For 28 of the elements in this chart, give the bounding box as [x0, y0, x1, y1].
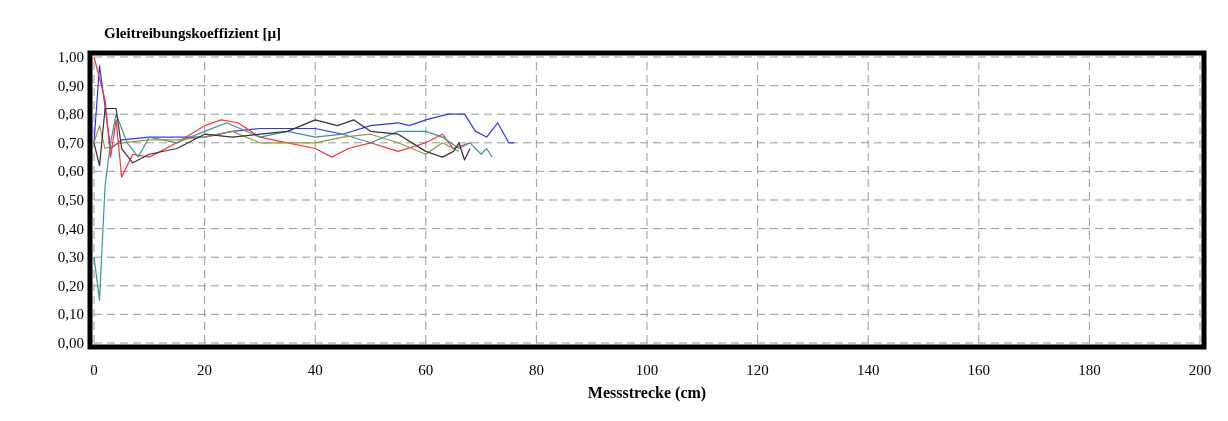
y-tick-label: 0,40	[57, 220, 84, 237]
y-tick-label: 1,00	[57, 49, 84, 65]
chart-title: Gleitreibungskoeffizient [µ]	[104, 25, 282, 41]
x-tick-label: 80	[528, 362, 544, 378]
x-tick-label: 200	[1188, 362, 1212, 378]
x-tick-label: 20	[197, 362, 213, 378]
y-tick-label: 0,20	[57, 277, 84, 294]
x-tick-label: 40	[307, 362, 323, 378]
line-series	[93, 125, 460, 155]
x-tick-label: 180	[1078, 362, 1101, 378]
y-tick-label: 0,60	[57, 163, 84, 180]
y-tick-label: 0,10	[57, 306, 84, 323]
x-tick-label: 120	[746, 362, 769, 378]
x-tick-label: 100	[635, 362, 659, 378]
line-series	[93, 107, 471, 167]
x-axis-title: Messstrecke (cm)	[587, 384, 707, 402]
y-tick-label: 0,70	[57, 134, 84, 151]
y-tick-label: 0,80	[57, 106, 84, 123]
x-tick-label: 60	[418, 362, 434, 378]
line-series	[93, 113, 493, 301]
y-tick-label: 0,30	[57, 249, 84, 266]
y-tick-label: 0,90	[57, 77, 84, 94]
y-tick-label: 0,00	[57, 335, 84, 351]
x-tick-label: 160	[967, 362, 991, 378]
y-tick-label: 0,50	[57, 192, 84, 208]
line-series	[93, 64, 515, 150]
x-tick-label: 140	[856, 362, 880, 378]
x-tick-label: 0	[90, 362, 98, 378]
